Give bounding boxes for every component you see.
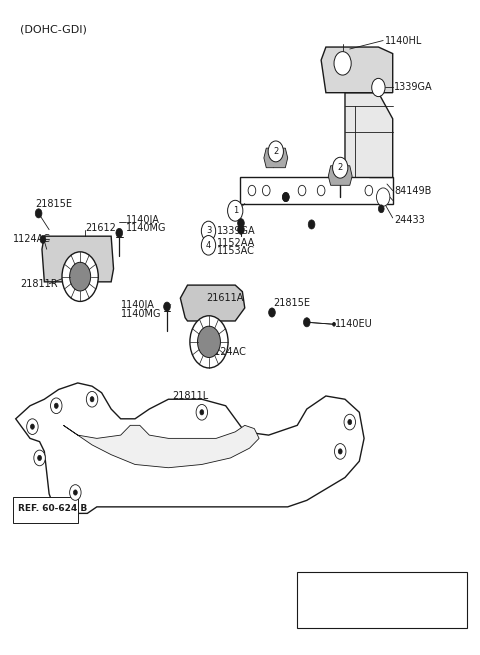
- Circle shape: [196, 404, 207, 420]
- Circle shape: [201, 236, 216, 255]
- Circle shape: [54, 403, 58, 408]
- Circle shape: [238, 225, 244, 234]
- Circle shape: [376, 188, 390, 206]
- Circle shape: [40, 236, 46, 244]
- Circle shape: [334, 52, 351, 75]
- Text: 1124AC: 1124AC: [13, 234, 51, 244]
- Circle shape: [372, 79, 385, 97]
- Text: 1: 1: [233, 206, 238, 215]
- Polygon shape: [328, 166, 352, 185]
- Text: 21612: 21612: [85, 223, 116, 233]
- Circle shape: [86, 392, 98, 407]
- Circle shape: [31, 424, 34, 429]
- Circle shape: [338, 57, 348, 70]
- Circle shape: [333, 322, 336, 326]
- Circle shape: [268, 141, 283, 162]
- Circle shape: [333, 157, 348, 178]
- Text: 1124AC: 1124AC: [209, 347, 247, 357]
- Text: 3: 3: [206, 227, 211, 235]
- Circle shape: [303, 318, 310, 327]
- Circle shape: [282, 193, 289, 202]
- Circle shape: [116, 229, 122, 238]
- Text: THE NO. 21830  :①~④: THE NO. 21830 :①~④: [301, 608, 419, 619]
- Polygon shape: [264, 148, 288, 168]
- Text: 2: 2: [273, 147, 278, 156]
- Polygon shape: [345, 93, 393, 178]
- Text: 24433: 24433: [394, 215, 425, 225]
- Text: 1140JA: 1140JA: [126, 215, 160, 225]
- Text: 1339GA: 1339GA: [217, 226, 256, 236]
- Circle shape: [70, 485, 81, 500]
- Text: 1140HL: 1140HL: [384, 35, 422, 45]
- Text: (DOHC-GDI): (DOHC-GDI): [21, 24, 87, 34]
- Circle shape: [34, 450, 45, 466]
- Bar: [13, 497, 78, 523]
- Polygon shape: [42, 236, 114, 282]
- Circle shape: [90, 397, 94, 402]
- Circle shape: [263, 185, 270, 196]
- Circle shape: [365, 185, 372, 196]
- Circle shape: [200, 409, 204, 415]
- Text: 1140JA: 1140JA: [120, 300, 155, 310]
- Text: 2: 2: [337, 163, 343, 172]
- Circle shape: [379, 192, 387, 202]
- Circle shape: [378, 205, 384, 213]
- Circle shape: [73, 490, 77, 495]
- Text: REF. 60-624 B: REF. 60-624 B: [18, 504, 87, 514]
- Circle shape: [335, 443, 346, 459]
- Circle shape: [269, 308, 276, 317]
- Text: 1153AC: 1153AC: [217, 246, 255, 256]
- Text: 4: 4: [206, 241, 211, 250]
- Polygon shape: [180, 285, 245, 321]
- Circle shape: [164, 302, 170, 311]
- Circle shape: [348, 419, 352, 424]
- Circle shape: [374, 83, 382, 93]
- Circle shape: [282, 193, 289, 202]
- Circle shape: [344, 414, 356, 430]
- Circle shape: [201, 221, 216, 241]
- Circle shape: [248, 185, 256, 196]
- Text: NOTE: NOTE: [301, 582, 329, 590]
- Polygon shape: [321, 47, 393, 93]
- Text: 21811R: 21811R: [21, 279, 58, 289]
- Text: 21811L: 21811L: [172, 391, 208, 401]
- Circle shape: [198, 326, 220, 358]
- Circle shape: [338, 449, 342, 454]
- Text: 21815E: 21815E: [36, 198, 73, 208]
- Text: 1140EU: 1140EU: [336, 319, 373, 329]
- Text: 1140MG: 1140MG: [120, 309, 161, 319]
- Circle shape: [298, 185, 306, 196]
- Polygon shape: [63, 425, 259, 468]
- Text: 1152AA: 1152AA: [217, 238, 255, 248]
- Text: 84149B: 84149B: [394, 185, 432, 196]
- Circle shape: [308, 220, 315, 229]
- Polygon shape: [240, 164, 393, 204]
- Circle shape: [37, 455, 41, 460]
- Circle shape: [228, 200, 243, 221]
- Circle shape: [70, 262, 91, 291]
- Circle shape: [317, 185, 325, 196]
- Polygon shape: [16, 383, 364, 514]
- Text: 21815E: 21815E: [274, 298, 311, 308]
- Text: 1140MG: 1140MG: [126, 223, 167, 233]
- Bar: [297, 572, 467, 627]
- Circle shape: [62, 252, 98, 301]
- Circle shape: [27, 419, 38, 434]
- Circle shape: [50, 398, 62, 413]
- Text: 21611A: 21611A: [206, 293, 244, 303]
- Circle shape: [238, 219, 244, 228]
- Text: 1339GA: 1339GA: [394, 83, 433, 92]
- Circle shape: [35, 209, 42, 218]
- Circle shape: [190, 316, 228, 368]
